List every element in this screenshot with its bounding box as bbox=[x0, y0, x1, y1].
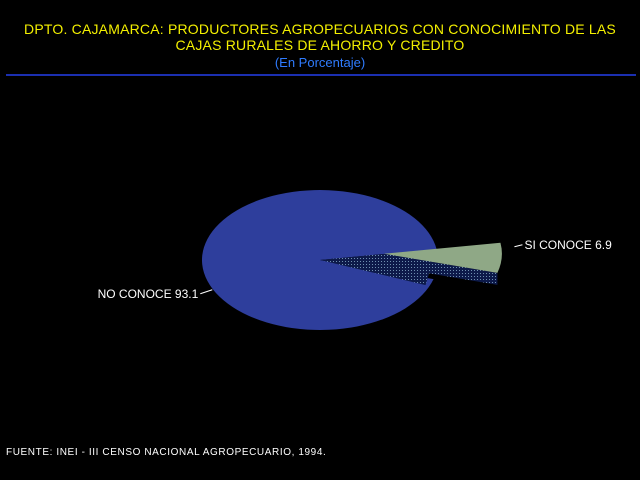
pie-labels: SI CONOCE 6.9 NO CONOCE 93.1 bbox=[98, 238, 613, 301]
chart-title-line-1: DPTO. CAJAMARCA: PRODUCTORES AGROPECUARI… bbox=[24, 21, 616, 37]
leader-line-si-conoce bbox=[514, 244, 523, 248]
label-no-conoce: NO CONOCE 93.1 bbox=[98, 287, 199, 301]
pie-slice-no-conoce bbox=[201, 190, 437, 330]
pie-slices bbox=[201, 190, 502, 330]
chart-title: DPTO. CAJAMARCA: PRODUCTORES AGROPECUARI… bbox=[0, 21, 640, 53]
label-si-conoce: SI CONOCE 6.9 bbox=[524, 238, 612, 252]
pie-slice-si-conoce bbox=[383, 242, 502, 273]
title-divider bbox=[6, 74, 636, 76]
source-note: FUENTE: INEI - III CENSO NACIONAL AGROPE… bbox=[6, 447, 327, 458]
pie-leader-lines bbox=[200, 244, 523, 295]
chart-title-line-2: CAJAS RURALES DE AHORRO Y CREDITO bbox=[175, 37, 465, 53]
pie-slice-si-conoce-side bbox=[383, 253, 498, 285]
leader-line-no-conoce bbox=[200, 289, 213, 295]
chart-subtitle: (En Porcentaje) bbox=[274, 55, 366, 70]
